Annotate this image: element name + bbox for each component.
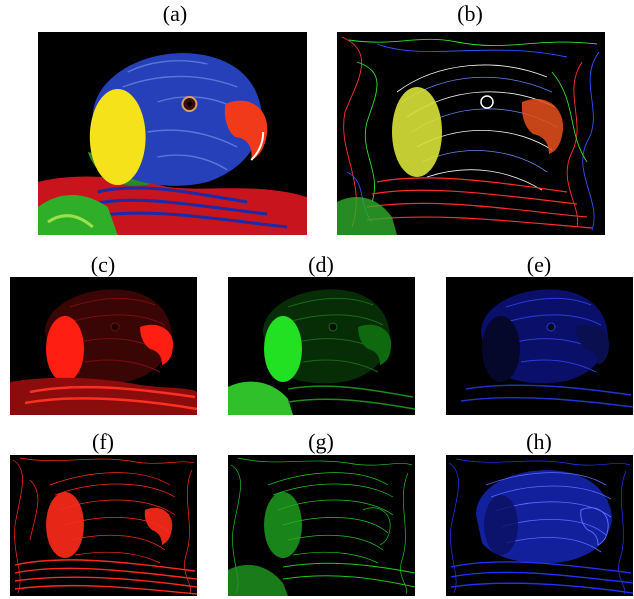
panel-e-label: (e)	[526, 252, 552, 277]
panel-c-label: (c)	[90, 252, 116, 277]
panel-a-label: (a)	[162, 1, 188, 26]
blue-channel-image	[446, 277, 633, 415]
green-contour-drawing	[228, 455, 415, 596]
parrot-photo	[38, 32, 307, 235]
combined-contour-drawing	[337, 32, 605, 235]
panel-g-label: (g)	[308, 429, 334, 454]
red-channel-image	[10, 277, 197, 415]
blue-contour-drawing	[446, 455, 633, 596]
green-channel-image	[228, 277, 415, 415]
panel-f-label: (f)	[92, 429, 114, 454]
red-contour-drawing	[10, 455, 197, 596]
panel-b-label: (b)	[457, 1, 483, 26]
panel-d-label: (d)	[308, 252, 334, 277]
panel-h-label: (h)	[526, 429, 552, 454]
